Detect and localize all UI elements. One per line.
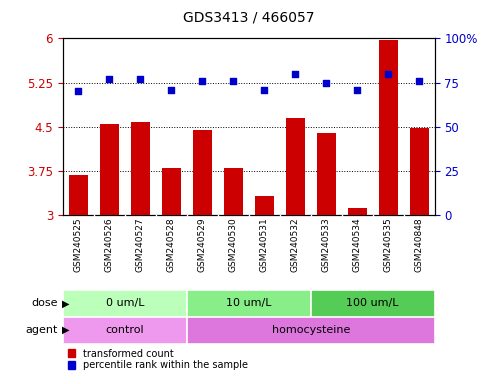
Legend: transformed count, percentile rank within the sample: transformed count, percentile rank withi… [68,349,248,371]
Text: agent: agent [26,325,58,335]
Text: dose: dose [31,298,58,308]
Bar [348,208,367,215]
Text: GSM240529: GSM240529 [198,217,207,272]
Text: GDS3413 / 466057: GDS3413 / 466057 [183,10,314,24]
Bar [63,317,187,344]
Bar [162,168,181,215]
Text: GSM240532: GSM240532 [291,217,300,272]
Point [136,76,144,82]
Bar [317,132,336,215]
Point [168,86,175,93]
Bar [63,290,187,317]
Text: GSM240848: GSM240848 [415,217,424,272]
Bar [286,118,304,215]
Bar [255,196,273,215]
Point [322,79,330,86]
Text: GSM240525: GSM240525 [74,217,83,272]
Bar [193,130,212,215]
Text: GSM240530: GSM240530 [229,217,238,272]
Point [74,88,82,94]
Point [384,71,392,77]
Bar [224,168,242,215]
Bar [379,40,398,215]
Bar [187,317,435,344]
Text: GSM240535: GSM240535 [384,217,393,272]
Point [105,76,113,82]
Text: GSM240528: GSM240528 [167,217,176,272]
Point [229,78,237,84]
Point [260,86,268,93]
Bar [100,124,118,215]
Text: GSM240531: GSM240531 [260,217,269,272]
Text: 100 um/L: 100 um/L [346,298,399,308]
Point [415,78,423,84]
Text: control: control [105,325,144,335]
Bar [187,290,311,317]
Text: GSM240534: GSM240534 [353,217,362,272]
Text: ▶: ▶ [62,298,70,308]
Text: homocysteine: homocysteine [271,325,350,335]
Bar [410,129,428,215]
Text: GSM240526: GSM240526 [105,217,114,272]
Text: GSM240527: GSM240527 [136,217,145,272]
Text: ▶: ▶ [62,325,70,335]
Bar [131,122,150,215]
Point [199,78,206,84]
Bar [311,290,435,317]
Bar [69,175,87,215]
Point [291,71,299,77]
Text: 0 um/L: 0 um/L [105,298,144,308]
Text: 10 um/L: 10 um/L [226,298,271,308]
Point [354,86,361,93]
Text: GSM240533: GSM240533 [322,217,331,272]
